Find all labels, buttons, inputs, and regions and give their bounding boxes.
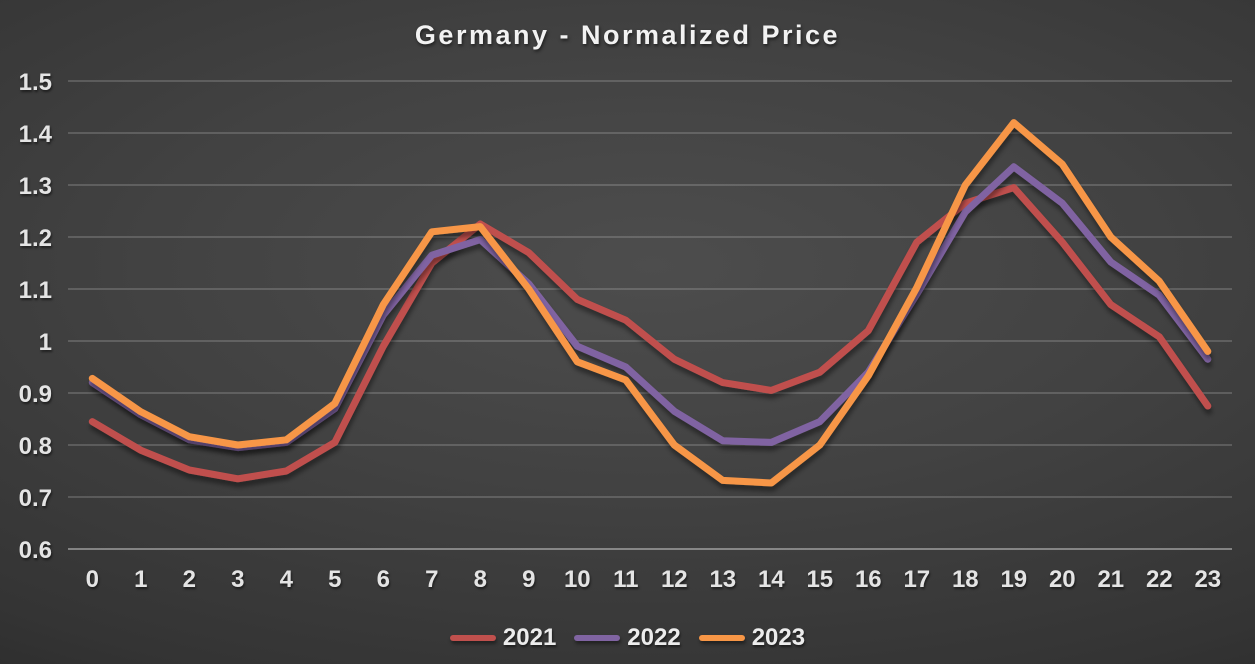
x-axis-tick-label: 18: [952, 566, 979, 593]
x-axis-tick-label: 5: [328, 566, 341, 593]
x-axis-tick-label: 10: [564, 566, 591, 593]
x-axis-tick-label: 11: [613, 566, 638, 593]
x-axis-tick-label: 6: [377, 566, 390, 593]
chart-title: Germany - Normalized Price: [414, 20, 841, 50]
x-axis-tick-label: 15: [806, 566, 833, 593]
x-axis-tick-label: 3: [231, 566, 244, 593]
x-axis-tick-label: 22: [1146, 566, 1173, 593]
x-axis-tick-label: 2: [183, 566, 196, 593]
x-axis-tick-label: 7: [425, 566, 438, 593]
legend-label-2022: 2022: [627, 624, 681, 651]
y-axis-tick-label: 0.6: [19, 537, 52, 564]
x-axis-tick-label: 1: [134, 566, 147, 593]
legend-item-2022: 2022: [574, 624, 681, 652]
legend-swatch-2023-icon: [698, 635, 745, 641]
series-line-2022: [88, 163, 1212, 452]
x-axis-tick-label: 16: [855, 566, 882, 593]
series-line-2023: [88, 119, 1212, 487]
x-axis-tick-label: 23: [1194, 566, 1221, 593]
x-axis-tick-label: 20: [1049, 566, 1076, 593]
x-axis-tick-label: 14: [758, 566, 785, 593]
x-axis-tick-label: 4: [280, 566, 294, 593]
y-axis-tick-label: 1.1: [19, 277, 52, 304]
x-axis-tick-label: 21: [1097, 566, 1124, 593]
legend-swatch-2021-icon: [449, 635, 496, 641]
legend: 2021 2022 2023: [0, 624, 1255, 652]
y-axis-tick-label: 1: [39, 329, 52, 356]
x-axis-tick-label: 12: [661, 566, 688, 593]
x-axis-tick-label: 19: [1000, 566, 1027, 593]
x-axis-tick-label: 17: [903, 566, 930, 593]
series-line-2021: [88, 184, 1212, 483]
legend-swatch-2022-icon: [574, 635, 621, 641]
y-axis-tick-label: 0.7: [19, 485, 52, 512]
legend-label-2021: 2021: [502, 624, 557, 651]
y-axis-tick-label: 1.4: [19, 121, 53, 148]
y-axis-tick-label: 0.8: [19, 433, 52, 460]
x-axis-tick-label: 0: [86, 566, 99, 593]
y-axis-tick-label: 0.9: [19, 381, 52, 408]
y-axis-tick-label: 1.2: [19, 225, 52, 252]
legend-item-2023: 2023: [698, 624, 806, 652]
legend-label-2023: 2023: [751, 624, 806, 651]
legend-item-2021: 2021: [449, 624, 557, 652]
y-axis-tick-label: 1.3: [19, 173, 52, 200]
x-axis-tick-label: 9: [522, 566, 535, 593]
y-axis-tick-label: 1.5: [19, 69, 52, 96]
x-axis-tick-label: 8: [474, 566, 487, 593]
x-axis-tick-label: 13: [709, 566, 736, 593]
